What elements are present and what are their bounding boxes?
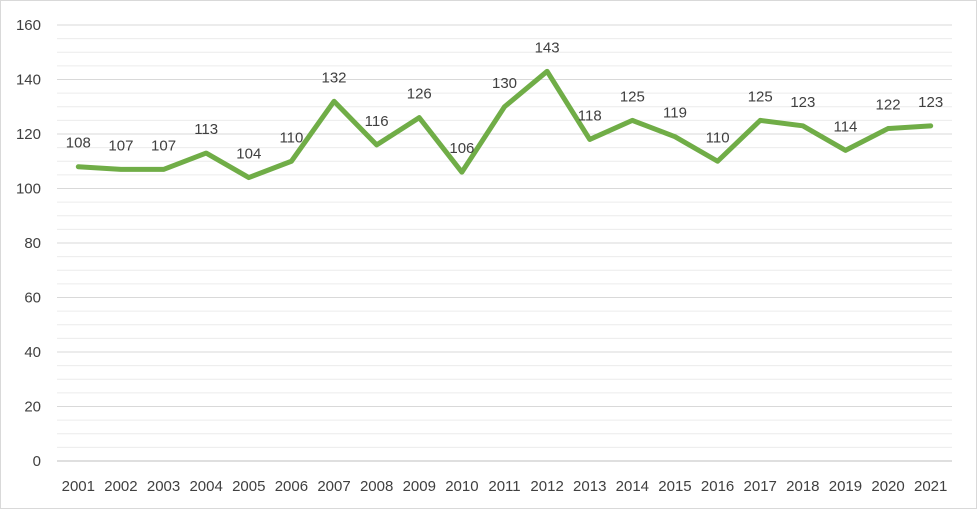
- data-label: 118: [578, 107, 602, 124]
- data-point: [757, 117, 763, 123]
- x-tick-label: 2011: [488, 478, 520, 495]
- x-tick-label: 2021: [914, 478, 947, 495]
- major-gridlines: [57, 24, 952, 462]
- data-label: 123: [918, 94, 943, 111]
- data-labels: 108 107 107 113 104 110 132 116 126 106 130 143 118 1…: [66, 39, 943, 162]
- y-tick-label: 120: [16, 126, 41, 143]
- data-label: 108: [66, 135, 91, 152]
- x-axis-tick-labels: 2001 2002 2003 2004 2005 2006 2007 2008 2009 2010…: [62, 478, 948, 495]
- x-tick-label: 2001: [62, 478, 95, 495]
- y-tick-label: 40: [24, 344, 41, 361]
- data-label: 130: [492, 75, 517, 92]
- data-point: [331, 98, 337, 104]
- data-point: [246, 175, 252, 181]
- x-tick-label: 2008: [360, 478, 393, 495]
- x-tick-label: 2017: [744, 478, 777, 495]
- x-tick-label: 2009: [403, 478, 436, 495]
- data-label: 119: [663, 105, 687, 122]
- data-point: [800, 123, 806, 129]
- data-label: 110: [279, 129, 303, 146]
- data-point: [416, 115, 422, 121]
- x-tick-label: 2010: [445, 478, 478, 495]
- x-tick-label: 2012: [530, 478, 563, 495]
- x-tick-label: 2020: [871, 478, 904, 495]
- data-label: 104: [236, 146, 261, 163]
- data-point: [75, 164, 81, 170]
- x-tick-label: 2014: [616, 478, 649, 495]
- data-label: 126: [407, 86, 432, 103]
- x-tick-label: 2002: [104, 478, 137, 495]
- data-label: 116: [365, 113, 389, 130]
- data-point: [203, 150, 209, 156]
- x-tick-label: 2013: [573, 478, 606, 495]
- data-label: 114: [833, 118, 857, 135]
- y-axis-tick-labels: 0 20 40 60 80 100 120 140 160: [16, 17, 41, 470]
- data-label: 143: [535, 39, 560, 56]
- data-label: 132: [322, 69, 347, 86]
- x-tick-label: 2004: [189, 478, 222, 495]
- data-point: [374, 142, 380, 148]
- x-tick-label: 2003: [147, 478, 180, 495]
- data-label: 113: [194, 121, 218, 138]
- x-tick-label: 2019: [829, 478, 862, 495]
- data-label: 107: [151, 137, 176, 154]
- x-tick-label: 2016: [701, 478, 734, 495]
- x-tick-label: 2015: [658, 478, 691, 495]
- data-point: [502, 104, 508, 110]
- data-label: 107: [108, 137, 133, 154]
- data-label: 122: [876, 97, 901, 114]
- data-label: 125: [748, 88, 773, 105]
- y-tick-label: 160: [16, 17, 41, 34]
- data-label: 110: [706, 129, 730, 146]
- series-line: [75, 68, 934, 181]
- y-tick-label: 0: [33, 453, 41, 470]
- data-point: [629, 117, 635, 123]
- data-point: [715, 158, 721, 164]
- x-tick-label: 2018: [786, 478, 819, 495]
- data-point: [161, 166, 167, 172]
- x-tick-label: 2007: [317, 478, 350, 495]
- minor-gridlines: [57, 38, 952, 448]
- data-point: [544, 68, 550, 74]
- y-tick-label: 100: [16, 181, 41, 198]
- data-point: [672, 134, 678, 140]
- data-label: 125: [620, 88, 645, 105]
- y-tick-label: 80: [24, 235, 41, 252]
- x-tick-label: 2005: [232, 478, 265, 495]
- data-point: [288, 158, 294, 164]
- data-point: [842, 147, 848, 153]
- data-point: [928, 123, 934, 129]
- data-point: [118, 166, 124, 172]
- data-point: [587, 136, 593, 142]
- data-label: 106: [449, 140, 474, 157]
- data-point: [885, 126, 891, 132]
- series-layer: [75, 68, 934, 181]
- data-label: 123: [790, 94, 815, 111]
- y-tick-label: 60: [24, 290, 41, 307]
- data-point: [459, 169, 465, 175]
- y-tick-label: 140: [16, 72, 41, 89]
- y-tick-label: 20: [24, 399, 41, 416]
- x-tick-label: 2006: [275, 478, 308, 495]
